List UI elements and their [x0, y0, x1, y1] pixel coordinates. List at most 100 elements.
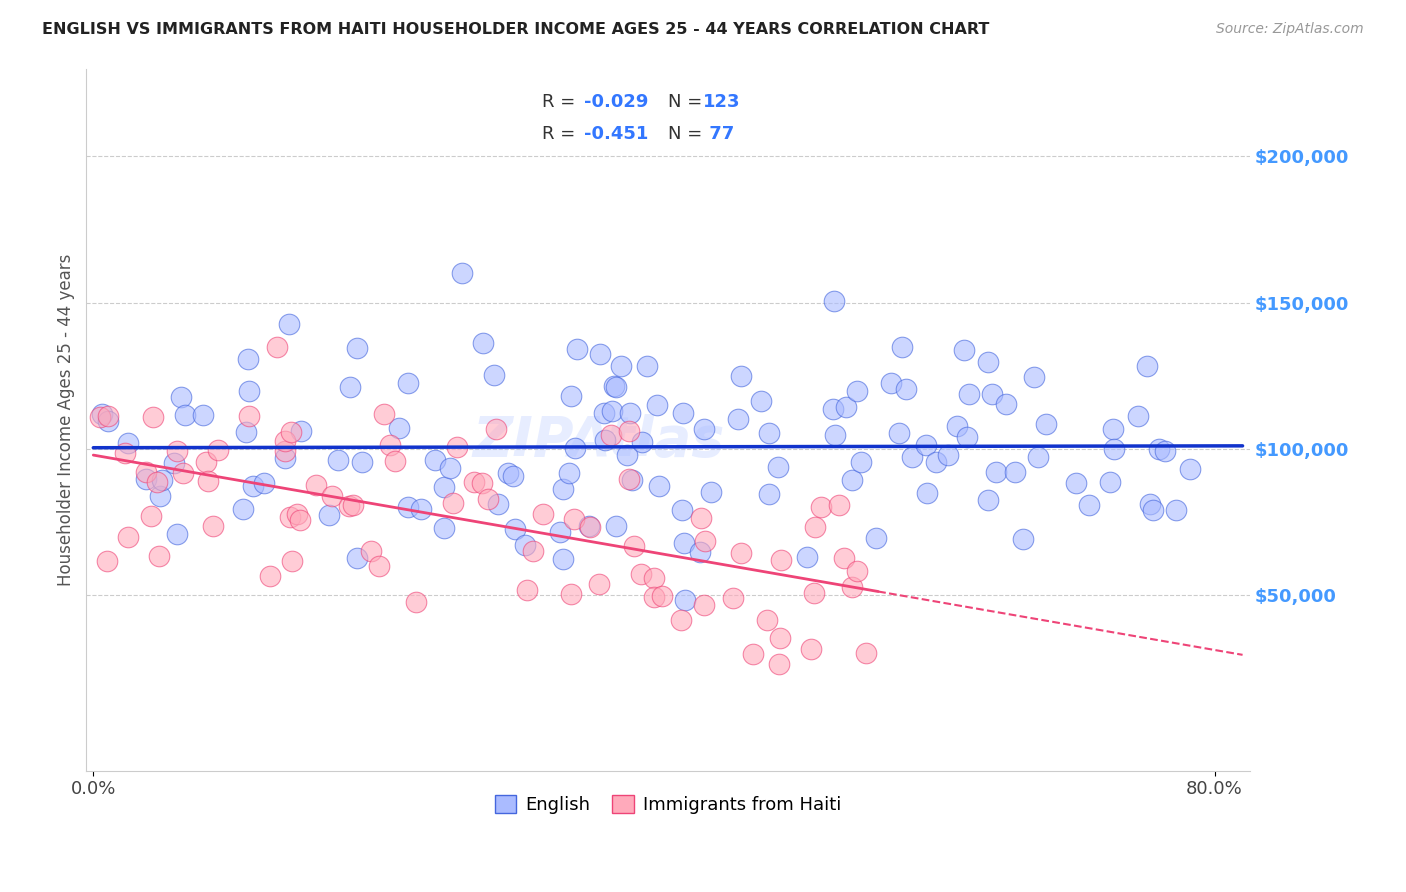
Point — [977, 354, 1000, 368]
Point — [560, 587, 582, 601]
Point — [803, 586, 825, 600]
Point — [274, 434, 297, 448]
Point — [823, 294, 845, 309]
Point — [800, 642, 823, 657]
Point — [630, 435, 652, 450]
Text: -0.451: -0.451 — [583, 125, 648, 143]
Point — [1178, 462, 1201, 476]
Point — [896, 382, 918, 396]
Point — [557, 466, 579, 480]
Y-axis label: Householder Income Ages 25 - 44 years: Householder Income Ages 25 - 44 years — [58, 253, 75, 586]
Point — [502, 469, 524, 483]
Point — [880, 376, 903, 390]
Point — [305, 478, 328, 492]
Point — [439, 461, 461, 475]
Point — [1126, 409, 1149, 423]
Point — [593, 406, 616, 420]
Point — [1026, 450, 1049, 464]
Point — [560, 388, 582, 402]
Point — [472, 335, 495, 350]
Point — [285, 508, 308, 522]
Point — [984, 465, 1007, 479]
Point — [337, 500, 360, 514]
Point — [690, 511, 713, 525]
Text: ENGLISH VS IMMIGRANTS FROM HAITI HOUSEHOLDER INCOME AGES 25 - 44 YEARS CORRELATI: ENGLISH VS IMMIGRANTS FROM HAITI HOUSEHO… — [42, 22, 990, 37]
Point — [578, 519, 600, 533]
Point — [1022, 369, 1045, 384]
Point — [900, 450, 922, 464]
Point — [645, 399, 668, 413]
Point — [727, 412, 749, 426]
Point — [96, 553, 118, 567]
Point — [593, 433, 616, 447]
Point — [342, 498, 364, 512]
Point — [1099, 475, 1122, 489]
Point — [673, 592, 696, 607]
Point — [531, 507, 554, 521]
Point — [163, 456, 186, 470]
Point — [232, 502, 254, 516]
Point — [89, 410, 111, 425]
Point — [368, 558, 391, 573]
Point — [846, 384, 869, 398]
Point — [565, 342, 588, 356]
Point — [117, 530, 139, 544]
Point — [1078, 498, 1101, 512]
Point — [346, 342, 368, 356]
Point — [274, 444, 297, 458]
Point — [97, 409, 120, 423]
Point — [496, 467, 519, 481]
Point — [423, 453, 446, 467]
Point — [90, 408, 112, 422]
Point — [201, 519, 224, 533]
Point — [865, 531, 887, 545]
Point — [522, 544, 544, 558]
Text: N =: N = — [668, 125, 702, 143]
Point — [433, 480, 456, 494]
Point — [398, 500, 420, 515]
Point — [824, 427, 846, 442]
Point — [769, 631, 792, 645]
Point — [273, 451, 295, 466]
Point — [172, 466, 194, 480]
Point — [551, 552, 574, 566]
Point — [191, 408, 214, 422]
Point — [253, 475, 276, 490]
Point — [600, 428, 623, 442]
Point — [280, 425, 302, 439]
Point — [482, 368, 505, 382]
Point — [671, 503, 693, 517]
Point — [610, 359, 633, 373]
Point — [700, 485, 723, 500]
Point — [503, 522, 526, 536]
Point — [1012, 533, 1035, 547]
Point — [146, 475, 169, 489]
Point — [1102, 442, 1125, 457]
Point — [643, 571, 665, 585]
Point — [551, 482, 574, 496]
Point — [588, 576, 610, 591]
Point — [405, 595, 427, 609]
Point — [433, 521, 456, 535]
Point — [195, 455, 218, 469]
Point — [562, 512, 585, 526]
Point — [915, 486, 938, 500]
Point — [616, 448, 638, 462]
Point — [841, 580, 863, 594]
Text: 77: 77 — [703, 125, 734, 143]
Point — [749, 393, 772, 408]
Point — [463, 475, 485, 490]
Point — [346, 551, 368, 566]
Point — [486, 497, 509, 511]
Point — [695, 533, 717, 548]
Point — [1154, 443, 1177, 458]
Point — [804, 520, 827, 534]
Text: -0.029: -0.029 — [583, 93, 648, 112]
Point — [643, 590, 665, 604]
Point — [617, 424, 640, 438]
Point — [758, 425, 780, 440]
Point — [605, 380, 627, 394]
Point — [769, 553, 792, 567]
Point — [945, 419, 967, 434]
Point — [821, 401, 844, 416]
